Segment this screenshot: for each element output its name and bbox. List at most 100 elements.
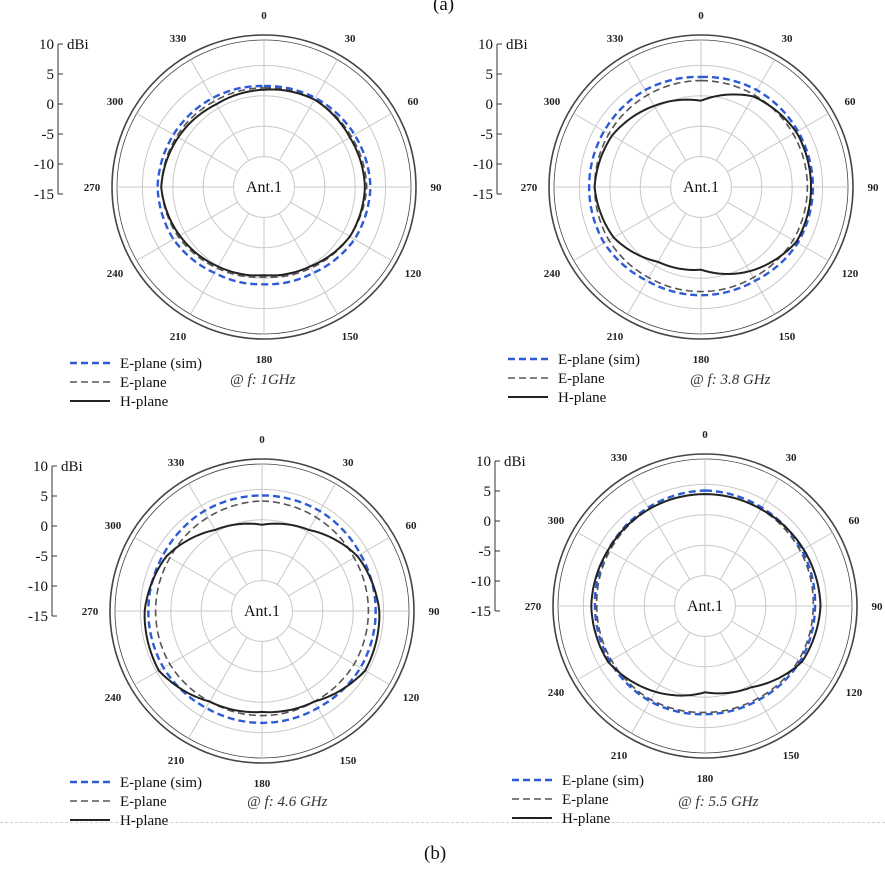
frequency-label: @ f: 4.6 GHz [247,794,328,810]
outer-ring [552,453,858,759]
polar-chart-2: 0 30 60 90 120 150 180 210 240 270 300 330 10 5 0 -5 -10… [473,10,879,406]
spoke-240 [577,620,679,680]
series-e-plane [160,86,368,279]
angle-label-60: 60 [407,96,419,108]
angle-label-120: 120 [842,268,859,280]
angle-label-330: 330 [168,457,185,469]
radial-tick-label: 5 [47,67,55,83]
angle-label-240: 240 [105,692,122,704]
radial-unit-label: dBi [67,37,89,53]
spoke-120 [731,620,833,680]
caption-top: (a) [433,0,455,15]
angle-label-90: 90 [429,606,441,618]
polar-chart-1: 0 30 60 90 120 150 180 210 240 270 300 330 10 5 0 -5 -10… [34,10,442,410]
legend-label: H-plane [120,813,169,829]
outer-ring [548,34,854,340]
radial-tick-label: -15 [473,187,493,203]
radial-tick-label: 0 [486,97,494,113]
series-e-plane [593,79,809,293]
legend-label: H-plane [558,390,607,406]
angle-label-90: 90 [868,182,880,194]
figure-divider [0,822,885,823]
angle-label-0: 0 [261,10,267,22]
angle-label-330: 330 [170,33,187,45]
center-label: Ant.1 [687,598,723,615]
radial-unit-label: dBi [504,454,526,470]
center-label: Ant.1 [244,603,280,620]
radial-tick-label: -15 [28,609,48,625]
angle-label-240: 240 [107,268,124,280]
radial-tick-label: 10 [39,37,54,53]
spoke-300 [577,532,679,592]
spoke-240 [573,201,675,261]
radial-tick-label: -5 [479,544,492,560]
angle-label-270: 270 [84,182,101,194]
spoke-30 [715,59,775,161]
angle-label-270: 270 [82,606,99,618]
angle-label-300: 300 [105,520,122,532]
angle-label-210: 210 [611,750,628,762]
spoke-30 [276,483,336,585]
angle-label-150: 150 [340,755,357,767]
angle-label-30: 30 [786,452,798,464]
radial-tick-label: -5 [42,127,55,143]
angle-label-240: 240 [544,268,561,280]
outer-ring [111,34,417,340]
radial-tick-label: 0 [47,97,55,113]
polar-chart-3: 0 30 60 90 120 150 180 210 240 270 300 330 10 5 0 -5 -10… [28,434,440,829]
spoke-240 [136,201,238,261]
radial-unit-label: dBi [61,459,83,475]
angle-label-120: 120 [403,692,420,704]
polar-chart-4: 0 30 60 90 120 150 180 210 240 270 300 330 10 5 0 -5 -10… [471,429,883,827]
angle-label-0: 0 [698,10,704,22]
radial-tick-label: -10 [34,157,54,173]
angle-label-330: 330 [611,452,628,464]
angle-label-60: 60 [405,520,417,532]
legend-label: H-plane [562,811,611,827]
angle-label-150: 150 [783,750,800,762]
series-h-plane [590,493,822,697]
angle-label-210: 210 [170,331,187,343]
radial-unit-label: dBi [506,37,528,53]
angle-label-150: 150 [779,331,796,343]
angle-label-60: 60 [848,515,860,527]
series-h-plane [143,522,381,714]
spoke-150 [715,213,775,315]
angle-label-30: 30 [345,33,357,45]
angle-label-30: 30 [343,457,355,469]
angle-label-150: 150 [342,331,359,343]
angle-label-60: 60 [844,96,856,108]
spoke-240 [134,625,236,685]
legend-label: E-plane (sim) [120,775,202,791]
radial-tick-label: -15 [471,604,491,620]
series-e-plane [595,493,815,714]
spoke-60 [288,537,390,597]
radial-tick-label: 10 [478,37,493,53]
spoke-150 [719,632,779,734]
legend-label: E-plane [120,375,167,391]
spoke-330 [627,59,687,161]
angle-label-120: 120 [405,268,422,280]
series-e-plane [154,500,370,717]
legend-label: H-plane [120,394,169,410]
angle-label-300: 300 [548,515,565,527]
radial-tick-label: -10 [471,574,491,590]
spoke-60 [290,113,392,173]
radial-tick-label: 0 [41,519,49,535]
spoke-60 [731,532,833,592]
spoke-330 [190,59,250,161]
spoke-120 [727,201,829,261]
angle-label-120: 120 [846,687,863,699]
center-label: Ant.1 [683,179,719,196]
series-h-plane [593,93,813,276]
angle-label-210: 210 [168,755,185,767]
angle-label-210: 210 [607,331,624,343]
frequency-label: @ f: 5.5 GHz [678,794,759,810]
frequency-label: @ f: 1GHz [230,372,296,388]
spoke-210 [188,637,248,739]
spoke-300 [573,113,675,173]
angle-label-180: 180 [697,773,714,785]
spoke-210 [631,632,691,734]
angle-label-90: 90 [872,601,884,613]
